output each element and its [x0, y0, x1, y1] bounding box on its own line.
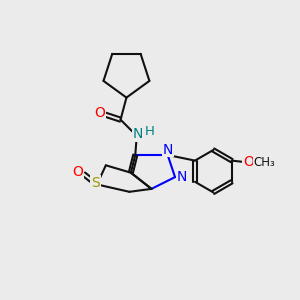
Text: H: H — [145, 125, 155, 138]
Text: O: O — [72, 165, 83, 179]
Text: O: O — [243, 155, 254, 169]
Text: N: N — [176, 170, 187, 184]
Text: S: S — [91, 176, 100, 190]
Text: O: O — [94, 106, 105, 120]
Text: CH₃: CH₃ — [254, 156, 275, 169]
Text: N: N — [163, 143, 173, 157]
Text: N: N — [133, 128, 143, 141]
